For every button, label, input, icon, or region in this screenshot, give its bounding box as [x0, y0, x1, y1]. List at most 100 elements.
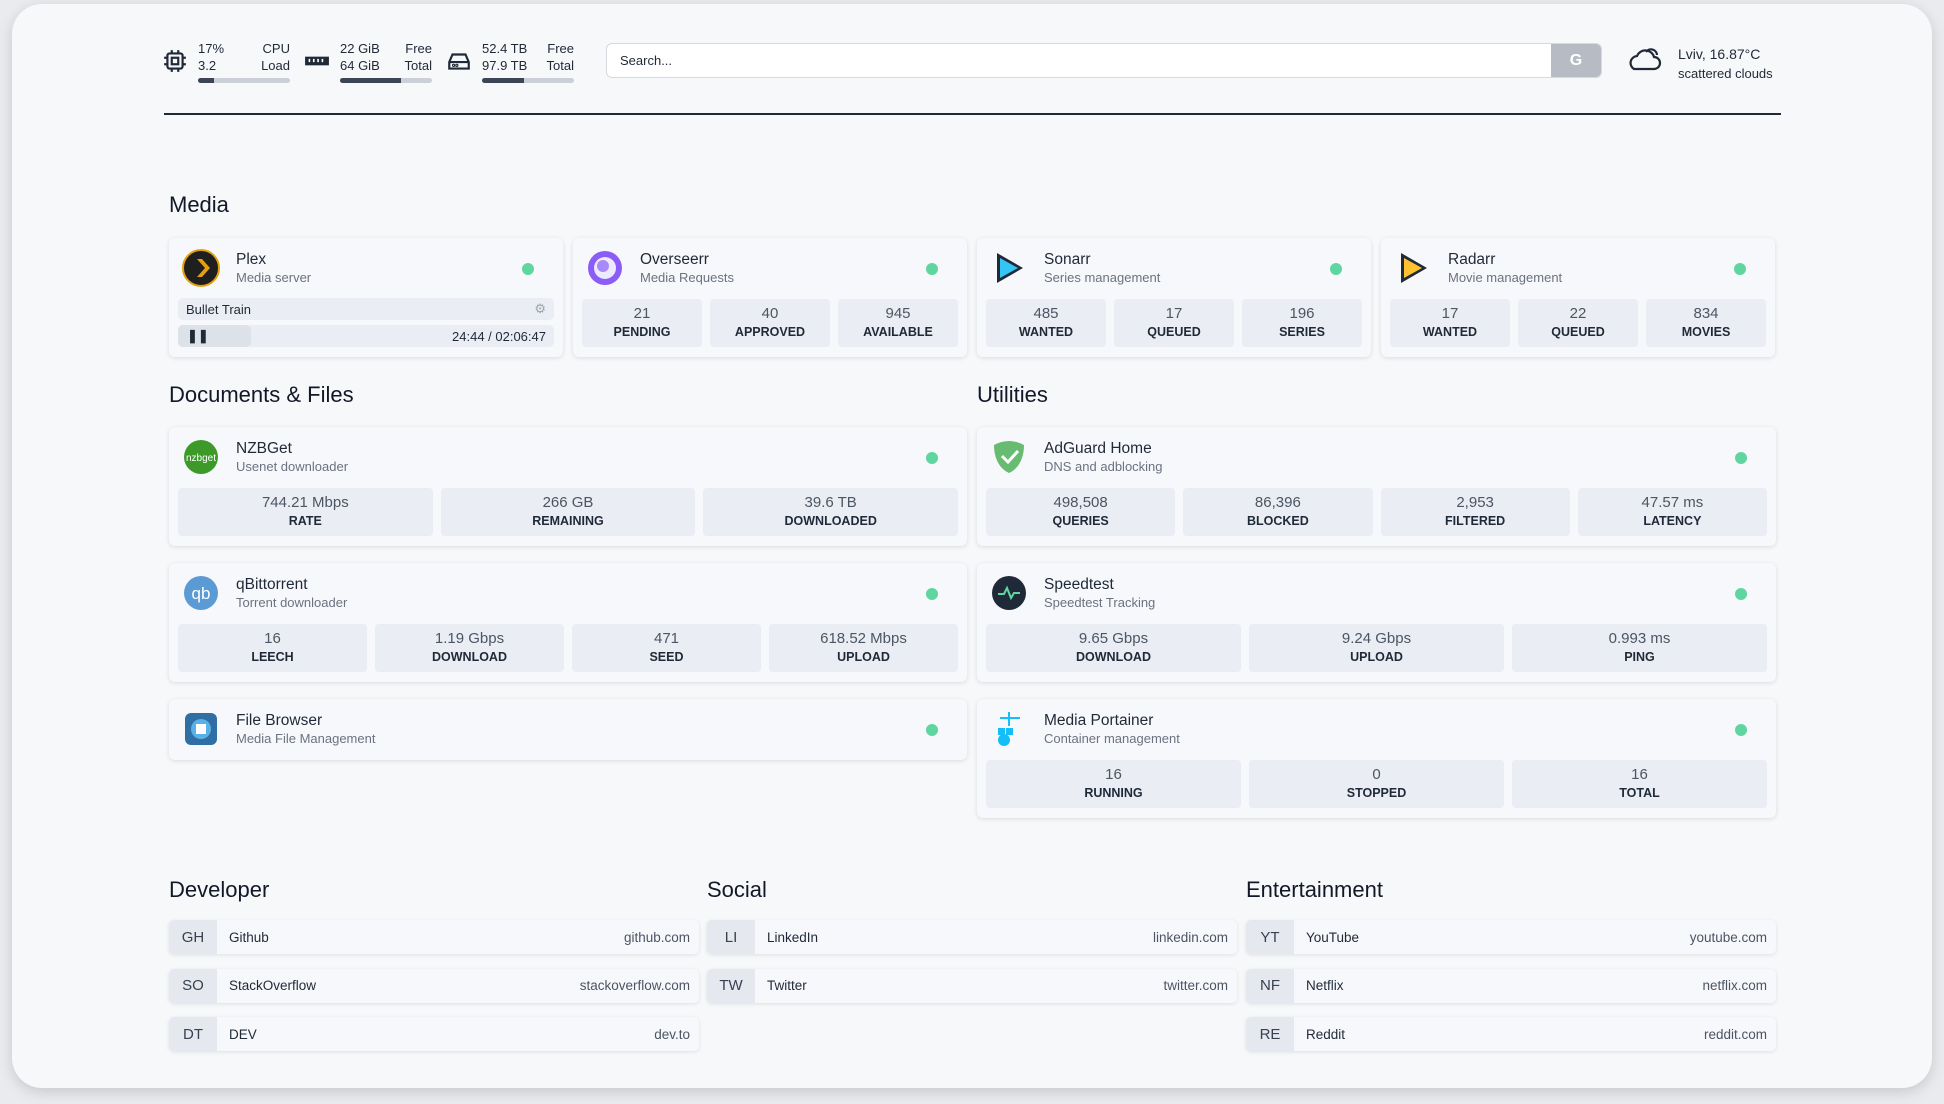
- bookmark-name: Github: [229, 929, 269, 945]
- bookmark-dev[interactable]: DT DEV dev.to: [169, 1017, 699, 1051]
- stat-value: 86,396: [1254, 494, 1301, 511]
- qbittorrent-card[interactable]: qb qBittorrent Torrent downloader 16 LEECH 1.…: [169, 563, 967, 682]
- cpu-bar: [198, 78, 290, 83]
- stat-value: 498,508: [1053, 494, 1108, 511]
- plex-card[interactable]: Plex Media server Bullet Train ⚙ ❚❚ 24:44…: [169, 238, 563, 357]
- stat-available: 945 AVAILABLE: [838, 299, 958, 347]
- status-dot: [926, 452, 938, 464]
- stat-label: RUNNING: [1084, 786, 1143, 800]
- radarr-card[interactable]: Radarr Movie management 17 WANTED 22 QUEUED 83…: [1381, 238, 1775, 357]
- free-label: Free: [547, 41, 574, 56]
- bookmark-abbr: RE: [1246, 1017, 1294, 1051]
- file-browser-logo: [185, 713, 217, 745]
- nzbget-logo: nzbget: [184, 440, 218, 474]
- memory-total: 64 GiB: [340, 58, 380, 73]
- bookmark-name: YouTube: [1306, 929, 1360, 945]
- status-dot: [1735, 724, 1747, 736]
- stat-label: SERIES: [1279, 325, 1325, 339]
- stat-value: 16: [1105, 766, 1122, 783]
- bookmark-netflix[interactable]: NF Netflix netflix.com: [1246, 968, 1776, 1003]
- radarr-logo: [1401, 253, 1427, 283]
- stat-remaining: 266 GB REMAINING: [440, 488, 696, 536]
- stat-label: WANTED: [1018, 325, 1074, 339]
- stat-label: DOWNLOAD: [1076, 650, 1151, 664]
- bookmark-stackoverflow[interactable]: SO StackOverflow stackoverflow.com: [169, 968, 699, 1003]
- stat-download: 9.65 Gbps DOWNLOAD: [986, 624, 1241, 672]
- stat-label: QUEUED: [1147, 325, 1201, 339]
- section-title-entertainment: Entertainment: [1246, 877, 1383, 902]
- overseerr-logo: [588, 251, 622, 285]
- status-dot: [1735, 452, 1747, 464]
- bookmark-twitter[interactable]: TW Twitter twitter.com: [707, 968, 1237, 1003]
- stats-row: 485 WANTED 17 QUEUED 196 SERIES: [986, 299, 1362, 347]
- now-playing-row: Bullet Train ⚙: [178, 298, 554, 320]
- qbittorrent-name: qBittorrent: [236, 576, 308, 593]
- qbittorrent-desc: Torrent downloader: [236, 595, 348, 610]
- stat-label: FILTERED: [1445, 514, 1506, 528]
- section-title-media: Media: [169, 192, 229, 217]
- stat-upload: 618.52 Mbps UPLOAD: [769, 624, 958, 672]
- cpu-icon: [164, 50, 186, 72]
- bookmark-youtube[interactable]: YT YouTube youtube.com: [1246, 920, 1776, 954]
- sonarr-card[interactable]: Sonarr Series management 485 WANTED 17 QUEUED…: [977, 238, 1371, 357]
- section-title-social: Social: [707, 877, 767, 902]
- section-title-utilities: Utilities: [977, 382, 1048, 407]
- stat-stopped: 0 STOPPED: [1249, 760, 1504, 808]
- bookmark-abbr: GH: [169, 920, 217, 954]
- nzbget-card[interactable]: nzbget NZBGet Usenet downloader 744.21 Mbps…: [169, 427, 967, 546]
- stat-movies: 834 MOVIES: [1646, 299, 1766, 347]
- speedtest-logo: [992, 576, 1026, 610]
- bookmark-abbr: NF: [1246, 968, 1294, 1003]
- memory-widget: 22 GiB Free 64 GiB Total: [304, 40, 432, 83]
- overseerr-card[interactable]: Overseerr Media Requests 21 PENDING 40 APPROV…: [573, 238, 967, 357]
- stat-label: BLOCKED: [1246, 514, 1309, 528]
- stat-queued: 22 QUEUED: [1518, 299, 1638, 347]
- speedtest-card[interactable]: Speedtest Speedtest Tracking 9.65 Gbps DOWN…: [977, 563, 1776, 682]
- file-browser-card[interactable]: File Browser Media File Management: [169, 699, 967, 760]
- stat-approved: 40 APPROVED: [710, 299, 830, 347]
- playback-progress[interactable]: ❚❚ 24:44 / 02:06:47: [178, 325, 554, 347]
- bookmark-linkedin[interactable]: LI LinkedIn linkedin.com: [707, 920, 1237, 954]
- stat-latency: 47.57 ms LATENCY: [1577, 488, 1767, 536]
- bookmark-name: StackOverflow: [229, 978, 317, 993]
- svg-text:nzbget: nzbget: [186, 453, 216, 464]
- stat-queries: 498,508 QUERIES: [986, 488, 1176, 536]
- file-browser-name: File Browser: [236, 712, 323, 729]
- stat-value: 471: [653, 630, 680, 647]
- stats-row: 21 PENDING 40 APPROVED 945 AVAILABLE: [582, 299, 958, 347]
- bookmark-github[interactable]: GH Github github.com: [169, 920, 699, 954]
- status-dot: [926, 263, 938, 275]
- bookmark-name: Reddit: [1306, 1026, 1346, 1042]
- bookmark-reddit[interactable]: RE Reddit reddit.com: [1246, 1017, 1776, 1051]
- stat-label: PENDING: [613, 325, 671, 339]
- stat-label: RATE: [288, 514, 322, 528]
- settings-icon[interactable]: ⚙: [534, 301, 546, 316]
- search-provider-button[interactable]: G: [1551, 44, 1601, 77]
- media-portainer-card[interactable]: Media Portainer Container management 16 RUN…: [977, 699, 1776, 818]
- stat-seed: 471 SEED: [572, 624, 761, 672]
- stat-upload: 9.24 Gbps UPLOAD: [1249, 624, 1504, 672]
- bookmark-abbr: LI: [707, 920, 755, 954]
- status-dot: [926, 588, 938, 600]
- bookmark-abbr: YT: [1246, 920, 1294, 954]
- pause-icon[interactable]: ❚❚: [187, 328, 209, 343]
- bookmark-name: Twitter: [767, 978, 807, 993]
- stat-label: STOPPED: [1346, 786, 1407, 800]
- nzbget-desc: Usenet downloader: [236, 459, 349, 474]
- stats-row: 16 LEECH 1.19 Gbps DOWNLOAD 471 SEED 618.52 Mb…: [178, 624, 958, 672]
- playback-time: 24:44 / 02:06:47: [452, 329, 546, 344]
- stat-label: DOWNLOADED: [784, 514, 877, 528]
- load-label: Load: [261, 58, 290, 73]
- stat-value: 47.57 ms: [1641, 494, 1704, 511]
- weather-conditions: scattered clouds: [1678, 66, 1773, 81]
- search-input[interactable]: [607, 44, 1551, 77]
- speedtest-desc: Speedtest Tracking: [1044, 595, 1156, 610]
- overseerr-name: Overseerr: [640, 251, 709, 268]
- stat-blocked: 86,396 BLOCKED: [1183, 488, 1373, 536]
- adguard-home-card[interactable]: AdGuard Home DNS and adblocking 498,508 QUE…: [977, 427, 1776, 546]
- stat-value: 17: [1165, 305, 1183, 322]
- status-dot: [926, 724, 938, 736]
- cpu-usage: 17%: [198, 41, 225, 56]
- stat-label: QUEUED: [1551, 325, 1605, 339]
- stat-value: 266 GB: [542, 494, 594, 511]
